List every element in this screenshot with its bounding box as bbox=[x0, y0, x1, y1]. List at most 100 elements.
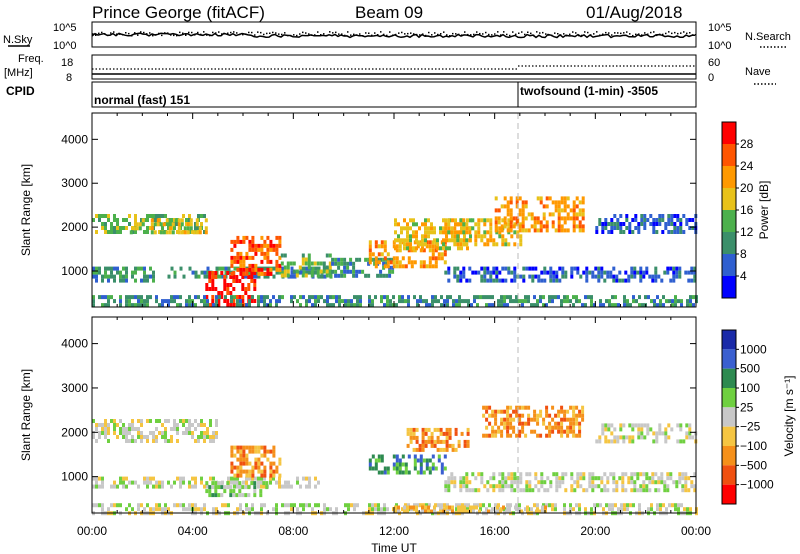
data-cell bbox=[615, 274, 619, 279]
data-cell bbox=[494, 503, 497, 508]
data-cell bbox=[500, 224, 504, 229]
data-cell bbox=[95, 274, 98, 279]
data-cell bbox=[486, 270, 490, 275]
data-cell bbox=[248, 507, 251, 512]
data-cell bbox=[152, 270, 155, 275]
data-cell bbox=[506, 212, 510, 217]
noise-dot bbox=[428, 31, 430, 34]
data-cell bbox=[515, 413, 519, 418]
data-cell bbox=[673, 222, 677, 226]
data-cell bbox=[569, 417, 573, 422]
data-cell bbox=[337, 273, 341, 278]
data-cell bbox=[536, 413, 540, 418]
data-cell bbox=[450, 476, 454, 481]
data-cell bbox=[588, 472, 592, 477]
data-cell bbox=[471, 472, 475, 477]
data-cell bbox=[419, 458, 423, 463]
data-cell bbox=[540, 472, 544, 477]
data-cell bbox=[430, 222, 433, 227]
data-cell bbox=[386, 466, 390, 471]
data-cell bbox=[406, 242, 409, 247]
data-cell bbox=[352, 269, 356, 274]
data-cell bbox=[328, 273, 332, 278]
data-cell bbox=[332, 303, 335, 308]
data-cell bbox=[688, 226, 692, 230]
data-cell bbox=[578, 421, 582, 426]
data-cell bbox=[344, 503, 347, 508]
data-cell bbox=[500, 303, 503, 308]
time-tick-label: 16:00 bbox=[480, 524, 510, 538]
data-cell bbox=[125, 427, 128, 431]
data-cell bbox=[561, 476, 565, 481]
data-cell bbox=[557, 224, 561, 229]
data-cell bbox=[655, 230, 659, 234]
noise-dot bbox=[98, 32, 100, 35]
data-cell bbox=[465, 488, 469, 493]
data-cell bbox=[619, 230, 623, 234]
data-cell bbox=[203, 435, 206, 439]
data-cell bbox=[155, 439, 158, 443]
data-cell bbox=[494, 417, 498, 422]
data-cell bbox=[419, 295, 422, 300]
data-cell bbox=[557, 228, 561, 233]
data-cell bbox=[576, 472, 580, 477]
data-cell bbox=[245, 453, 249, 458]
data-cell bbox=[635, 299, 638, 304]
data-cell bbox=[308, 270, 312, 275]
noise-dot bbox=[95, 34, 97, 36]
data-cell bbox=[468, 278, 472, 283]
data-cell bbox=[462, 218, 466, 223]
data-cell bbox=[436, 427, 440, 432]
data-cell bbox=[150, 226, 154, 231]
data-cell bbox=[494, 216, 498, 221]
noise-dot bbox=[152, 34, 154, 37]
data-cell bbox=[492, 238, 496, 243]
data-cell bbox=[530, 429, 534, 434]
data-cell bbox=[242, 453, 246, 458]
data-cell bbox=[389, 303, 392, 308]
data-cell bbox=[578, 299, 581, 304]
data-cell bbox=[536, 228, 540, 233]
data-cell bbox=[686, 303, 689, 308]
data-cell bbox=[398, 466, 402, 471]
data-cell bbox=[257, 465, 261, 470]
data-cell bbox=[443, 507, 446, 512]
data-cell bbox=[666, 484, 670, 489]
data-cell bbox=[214, 493, 218, 498]
data-cell bbox=[191, 435, 194, 439]
data-cell bbox=[451, 443, 455, 448]
data-cell bbox=[630, 476, 634, 481]
data-cell bbox=[128, 427, 131, 431]
data-cell bbox=[226, 271, 230, 275]
data-cell bbox=[590, 507, 593, 512]
data-cell bbox=[436, 435, 440, 440]
data-cell bbox=[513, 222, 517, 227]
data-cell bbox=[621, 484, 625, 489]
data-cell bbox=[173, 427, 176, 431]
data-cell bbox=[314, 303, 317, 308]
data-cell bbox=[507, 242, 511, 247]
data-cell bbox=[119, 503, 122, 508]
data-cell bbox=[576, 484, 580, 489]
data-cell bbox=[598, 439, 602, 444]
data-cell bbox=[659, 299, 662, 304]
data-cell bbox=[194, 295, 197, 300]
data-cell bbox=[622, 222, 626, 226]
data-cell bbox=[138, 226, 142, 231]
data-cell bbox=[200, 299, 203, 304]
data-cell bbox=[604, 435, 608, 440]
data-cell bbox=[254, 267, 258, 272]
data-cell bbox=[373, 261, 377, 266]
data-cell bbox=[669, 278, 673, 283]
data-cell bbox=[514, 505, 517, 510]
data-cell bbox=[611, 507, 614, 512]
data-cell bbox=[582, 472, 586, 477]
data-cell bbox=[446, 303, 449, 308]
data-cell bbox=[101, 226, 104, 230]
data-cell bbox=[518, 433, 522, 438]
noise-dot bbox=[545, 33, 547, 35]
noise-dot bbox=[482, 33, 484, 35]
data-cell bbox=[424, 238, 427, 243]
data-cell bbox=[247, 283, 251, 287]
data-cell bbox=[260, 480, 263, 485]
